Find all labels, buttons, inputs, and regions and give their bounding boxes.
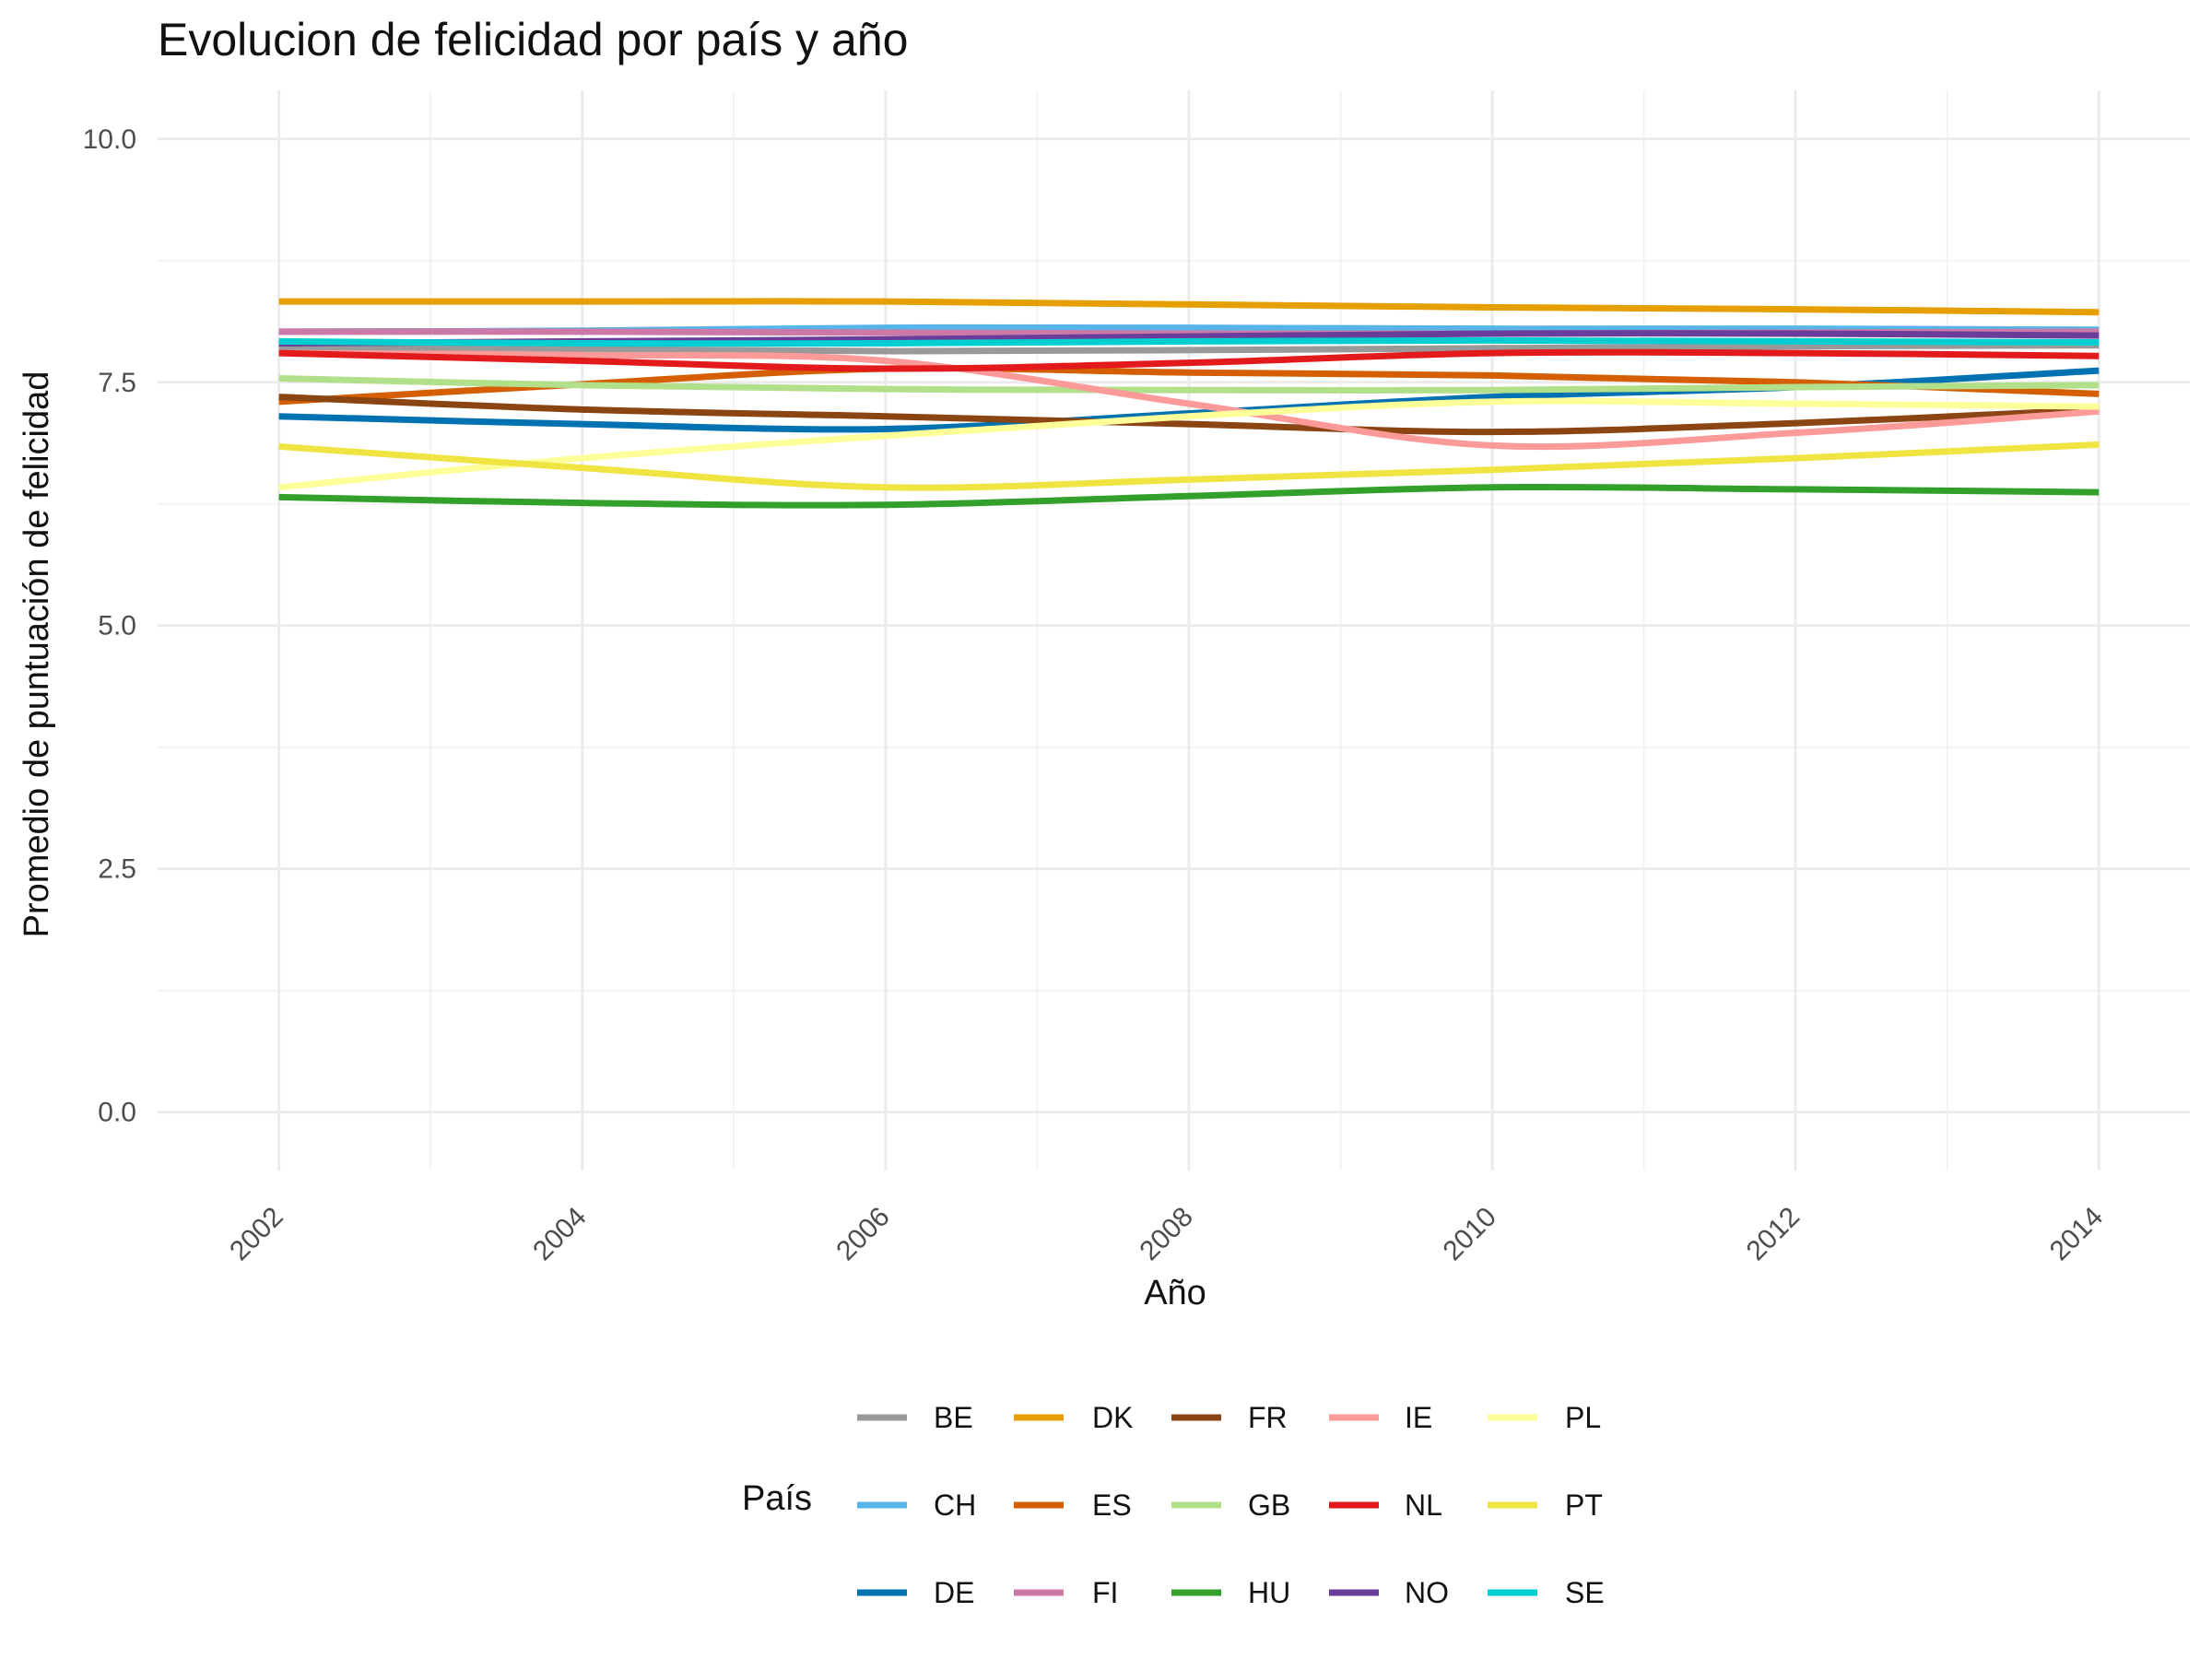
legend-item-es: ES [1014,1488,1132,1522]
series-line-be [278,342,2100,355]
legend-label-de: DE [934,1576,974,1609]
legend-label-nl: NL [1405,1488,1442,1522]
legend: BE CH DE DK ES FI FR GB HU IE NL NO PL PT SE [857,1401,1605,1609]
y-tick-label: 0.0 [98,1098,136,1128]
x-axis-tick-labels: 2002 2004 2006 2008 2010 2012 2014 [224,1202,2109,1267]
series-line-nl [278,348,2100,372]
x-tick-label: 2012 [1741,1202,1806,1267]
legend-item-dk: DK [1014,1401,1133,1434]
legend-item-hu: HU [1171,1576,1290,1609]
series-line-pt [278,441,2100,491]
y-tick-label: 2.5 [98,854,136,885]
legend-label-se: SE [1565,1576,1605,1609]
legend-label-no: NO [1405,1576,1449,1609]
legend-item-gb: GB [1171,1488,1290,1522]
legend-item-fi: FI [1014,1576,1118,1609]
legend-label-hu: HU [1248,1576,1290,1609]
legend-item-de: DE [857,1576,974,1609]
y-axis-tick-labels: 0.0 2.5 5.0 7.5 10.0 [83,124,136,1128]
series-line-ie [278,349,2100,451]
legend-item-fr: FR [1171,1401,1288,1434]
series-line-dk [278,298,2100,316]
x-tick-label: 2006 [830,1202,896,1267]
x-axis-title: Año [1144,1274,1206,1312]
series-layer [278,298,2100,509]
x-tick-label: 2010 [1437,1202,1502,1267]
legend-item-ie: IE [1329,1401,1432,1434]
legend-label-ie: IE [1405,1401,1432,1434]
legend-item-pt: PT [1488,1488,1603,1522]
x-tick-label: 2002 [224,1202,289,1267]
series-line-gb [278,375,2100,394]
legend-item-be: BE [857,1401,973,1434]
legend-label-dk: DK [1092,1401,1133,1434]
x-tick-label: 2014 [2044,1202,2110,1267]
series-line-se [278,336,2100,347]
legend-label-pt: PT [1565,1488,1603,1522]
x-tick-label: 2004 [527,1202,593,1267]
legend-item-pl: PL [1488,1401,1601,1434]
series-line-hu [278,483,2100,509]
y-tick-label: 7.5 [98,368,136,398]
series-line-pl [278,397,2100,491]
legend-label-gb: GB [1248,1488,1290,1522]
legend-item-se: SE [1488,1576,1605,1609]
legend-label-pl: PL [1565,1401,1601,1434]
legend-label-be: BE [934,1401,973,1434]
chart-title: Evolucion de felicidad por país y año [158,14,908,65]
series-line-fr [278,394,2100,436]
y-tick-label: 10.0 [83,124,136,155]
legend-item-ch: CH [857,1488,976,1522]
legend-label-fi: FI [1092,1576,1118,1609]
legend-label-fr: FR [1248,1401,1288,1434]
legend-title: País [742,1479,812,1518]
legend-item-nl: NL [1329,1488,1442,1522]
legend-item-no: NO [1329,1576,1449,1609]
legend-label-ch: CH [934,1488,976,1522]
y-axis-title: Promedio de puntuación de felicidad [18,371,56,938]
x-tick-label: 2008 [1134,1202,1199,1267]
grid-layer [158,90,2190,1171]
y-tick-label: 5.0 [98,611,136,641]
legend-label-es: ES [1092,1488,1132,1522]
